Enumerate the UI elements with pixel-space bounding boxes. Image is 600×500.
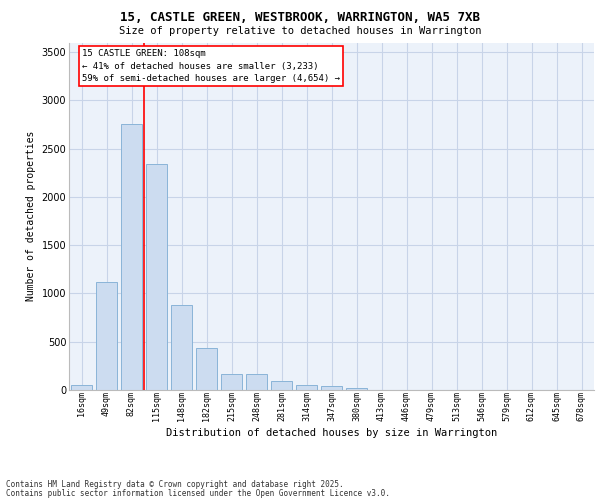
Bar [296,384,317,390]
X-axis label: Distribution of detached houses by size in Warrington: Distribution of detached houses by size … [166,428,497,438]
Bar [171,305,192,390]
Text: 15, CASTLE GREEN, WESTBROOK, WARRINGTON, WA5 7XB: 15, CASTLE GREEN, WESTBROOK, WARRINGTON,… [120,11,480,24]
Text: Contains public sector information licensed under the Open Government Licence v3: Contains public sector information licen… [6,489,390,498]
Y-axis label: Number of detached properties: Number of detached properties [26,131,36,302]
Bar [221,374,242,390]
Text: Size of property relative to detached houses in Warrington: Size of property relative to detached ho… [119,26,481,36]
Bar [121,124,142,390]
Text: Contains HM Land Registry data © Crown copyright and database right 2025.: Contains HM Land Registry data © Crown c… [6,480,344,489]
Bar [196,348,217,390]
Bar [346,388,367,390]
Bar [71,385,92,390]
Text: 15 CASTLE GREEN: 108sqm
← 41% of detached houses are smaller (3,233)
59% of semi: 15 CASTLE GREEN: 108sqm ← 41% of detache… [82,50,340,84]
Bar [96,282,117,390]
Bar [146,164,167,390]
Bar [321,386,342,390]
Bar [246,374,267,390]
Bar [271,382,292,390]
